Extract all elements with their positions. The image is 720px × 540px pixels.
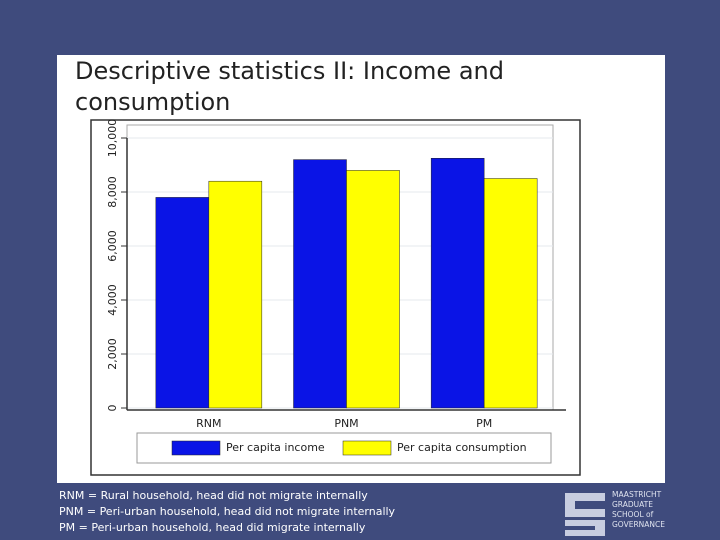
legend-label: Per capita income — [226, 441, 325, 454]
legend-swatch — [342, 440, 392, 456]
legend-swatch — [171, 440, 221, 456]
bar — [346, 170, 400, 409]
slide-title: Descriptive statistics II: Income and con… — [75, 57, 504, 116]
legend-label: Per capita consumption — [397, 441, 527, 454]
bar — [208, 180, 263, 409]
logo-text: SCHOOL of — [612, 510, 654, 519]
logo-text: MAASTRICHT — [612, 490, 662, 499]
bar — [430, 158, 485, 409]
footnote: RNM = Rural household, head did not migr… — [59, 489, 368, 502]
y-tick-label: 10,000 — [106, 119, 119, 158]
x-tick-label: RNM — [196, 417, 221, 430]
bar — [293, 159, 347, 409]
logo-text: GRADUATE — [612, 500, 653, 509]
logo-shape — [565, 520, 605, 536]
y-tick-label: 6,000 — [106, 230, 119, 262]
y-tick-label: 2,000 — [106, 338, 119, 370]
logo-text: GOVERNANCE — [612, 520, 665, 529]
footnote: PM = Peri-urban household, head did migr… — [59, 521, 366, 534]
bar — [155, 197, 210, 409]
footnote: PNM = Peri-urban household, head did not… — [59, 505, 396, 518]
y-tick-label: 0 — [106, 405, 119, 412]
y-tick-label: 8,000 — [106, 176, 119, 208]
bar — [483, 178, 538, 409]
y-tick-label: 4,000 — [106, 284, 119, 316]
x-tick-label: PM — [476, 417, 492, 430]
logo-shape — [565, 493, 605, 517]
x-tick-label: PNM — [334, 417, 358, 430]
logo — [565, 493, 605, 536]
